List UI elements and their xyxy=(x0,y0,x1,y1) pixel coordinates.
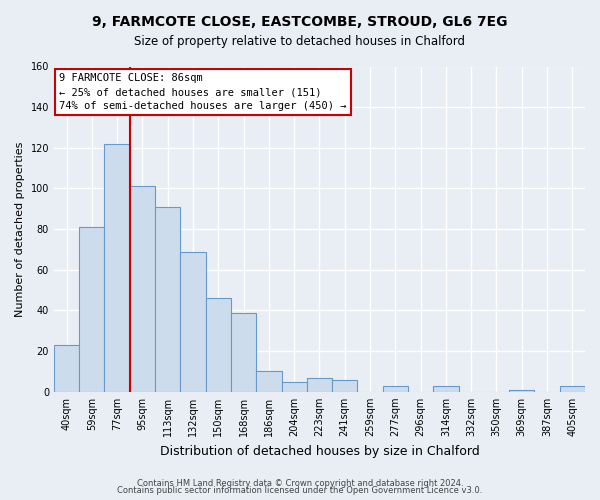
Bar xyxy=(281,382,307,392)
Bar xyxy=(383,386,408,392)
Text: Contains HM Land Registry data © Crown copyright and database right 2024.: Contains HM Land Registry data © Crown c… xyxy=(137,478,463,488)
Text: 9 FARMCOTE CLOSE: 86sqm
← 25% of detached houses are smaller (151)
74% of semi-d: 9 FARMCOTE CLOSE: 86sqm ← 25% of detache… xyxy=(59,73,347,111)
Bar xyxy=(256,372,281,392)
Bar xyxy=(181,252,206,392)
Bar xyxy=(560,386,585,392)
X-axis label: Distribution of detached houses by size in Chalford: Distribution of detached houses by size … xyxy=(160,444,479,458)
Bar xyxy=(231,312,256,392)
Bar xyxy=(130,186,155,392)
Bar xyxy=(307,378,332,392)
Bar xyxy=(155,207,181,392)
Text: Contains public sector information licensed under the Open Government Licence v3: Contains public sector information licen… xyxy=(118,486,482,495)
Bar xyxy=(104,144,130,392)
Text: 9, FARMCOTE CLOSE, EASTCOMBE, STROUD, GL6 7EG: 9, FARMCOTE CLOSE, EASTCOMBE, STROUD, GL… xyxy=(92,15,508,29)
Bar xyxy=(332,380,358,392)
Bar xyxy=(206,298,231,392)
Text: Size of property relative to detached houses in Chalford: Size of property relative to detached ho… xyxy=(134,35,466,48)
Bar xyxy=(79,227,104,392)
Bar xyxy=(54,345,79,392)
Y-axis label: Number of detached properties: Number of detached properties xyxy=(15,142,25,317)
Bar xyxy=(509,390,535,392)
Bar xyxy=(433,386,458,392)
